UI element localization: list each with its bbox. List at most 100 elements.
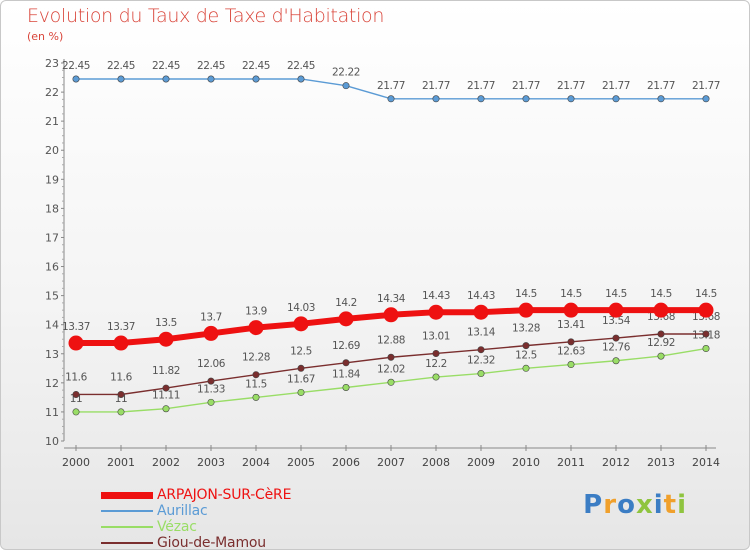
data-point: [657, 330, 665, 338]
logo-letter: t: [663, 490, 678, 520]
data-label: 11.6: [65, 371, 87, 383]
data-label: 12.88: [377, 334, 405, 346]
data-label: 12.76: [602, 342, 631, 354]
data-label: 21.77: [602, 80, 630, 92]
x-tick-label: 2001: [107, 456, 135, 469]
data-label: 14.5: [650, 288, 672, 300]
data-point: [563, 302, 579, 318]
legend-swatch: [101, 491, 153, 499]
data-label: 11.67: [287, 373, 315, 385]
data-label: 14.43: [467, 290, 495, 302]
data-label: 21.77: [692, 80, 720, 92]
data-label: 22.45: [242, 60, 270, 72]
series-group-0: 13.37 13.37 13.5 13.7 13.9 14.03 14.2 14.34 14.4…: [62, 288, 717, 351]
data-point: [297, 388, 305, 396]
data-point: [522, 342, 530, 350]
data-label: 11.6: [110, 371, 132, 383]
data-label: 13.28: [512, 323, 540, 335]
data-point: [72, 390, 80, 398]
data-label: 12.32: [467, 355, 495, 367]
y-tick-label: 20: [45, 144, 59, 157]
data-label: 13.7: [200, 311, 222, 323]
data-point: [207, 398, 215, 406]
data-label: 14.5: [560, 288, 582, 300]
data-point: [72, 408, 80, 416]
data-point: [383, 307, 399, 323]
data-point: [387, 378, 395, 386]
y-tick-label: 11: [45, 406, 59, 419]
y-tick-label: 23: [45, 57, 59, 70]
legend-item: ARPAJON-SUR-CèRE: [101, 487, 291, 503]
data-point: [473, 304, 489, 320]
x-tick-label: 2007: [377, 456, 405, 469]
data-label: 12.02: [377, 363, 405, 375]
data-point: [608, 302, 624, 318]
data-point: [387, 95, 395, 103]
y-tick-label: 22: [45, 86, 59, 99]
data-label: 22.45: [287, 60, 315, 72]
data-label: 13.9: [245, 306, 267, 318]
data-label: 12.06: [197, 358, 226, 370]
data-point: [113, 335, 129, 351]
data-label: 13.14: [467, 327, 496, 339]
x-tick-label: 2003: [197, 456, 225, 469]
data-point: [68, 335, 84, 351]
logo-letter: i: [677, 490, 687, 520]
data-label: 22.45: [107, 60, 135, 72]
data-point: [387, 353, 395, 361]
data-label: 22.22: [332, 67, 360, 79]
data-point: [158, 331, 174, 347]
data-point: [342, 82, 350, 90]
data-point: [657, 95, 665, 103]
legend-swatch: [101, 542, 153, 544]
data-label: 12.5: [290, 345, 312, 357]
data-label: 21.77: [557, 80, 585, 92]
logo-letter: x: [635, 490, 654, 520]
data-point: [432, 95, 440, 103]
series-group-1: 22.45 22.45 22.45 22.45 22.45 22.45 22.22 21.77…: [62, 60, 720, 103]
data-label: 21.77: [467, 80, 495, 92]
data-label: 12.28: [242, 352, 270, 364]
data-point: [522, 95, 530, 103]
data-label: 11.11: [152, 390, 180, 402]
data-label: 14.43: [422, 290, 450, 302]
data-point: [252, 75, 260, 83]
data-label: 21.77: [647, 80, 675, 92]
data-point: [612, 357, 620, 365]
y-tick-label: 17: [45, 231, 59, 244]
data-label: 12.63: [557, 346, 585, 358]
legend: ARPAJON-SUR-CèRE Aurillac Vézac Giou-de-Mam…: [101, 487, 291, 549]
data-point: [207, 75, 215, 83]
data-label: 11.82: [152, 365, 180, 377]
data-point: [117, 75, 125, 83]
data-label: 21.77: [377, 80, 405, 92]
data-point: [252, 371, 260, 379]
data-label: 14.2: [335, 297, 357, 309]
data-label: 12.2: [425, 358, 447, 370]
legend-item: Giou-de-Mamou: [101, 535, 291, 549]
data-point: [612, 334, 620, 342]
data-point: [518, 302, 534, 318]
data-point: [567, 361, 575, 369]
data-point: [117, 390, 125, 398]
legend-label: Aurillac: [157, 503, 208, 519]
data-point: [567, 95, 575, 103]
data-label: 22.45: [197, 60, 225, 72]
data-label: 13.41: [557, 319, 585, 331]
data-point: [342, 359, 350, 367]
data-point: [248, 320, 264, 336]
legend-item: Vézac: [101, 519, 291, 535]
data-label: 14.5: [515, 288, 537, 300]
logo-letter: r: [603, 490, 618, 520]
data-point: [477, 370, 485, 378]
data-point: [297, 75, 305, 83]
data-label: 13.37: [107, 321, 135, 333]
data-point: [428, 304, 444, 320]
legend-label: Vézac: [157, 519, 197, 535]
data-point: [432, 373, 440, 381]
data-label: 21.77: [512, 80, 540, 92]
data-point: [612, 95, 620, 103]
chart-title: Evolution du Taux de Taxe d'Habitation: [27, 5, 385, 27]
